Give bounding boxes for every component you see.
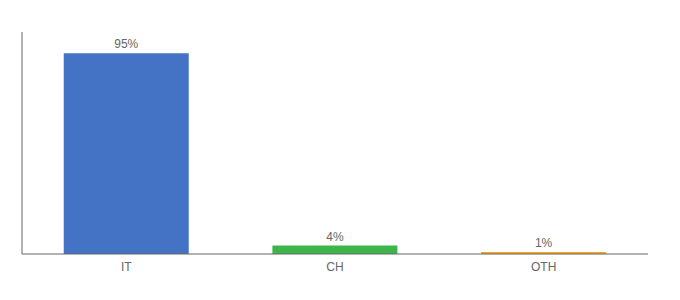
svg-text:CH: CH bbox=[326, 260, 343, 274]
svg-text:95%: 95% bbox=[114, 37, 138, 51]
svg-text:IT: IT bbox=[121, 260, 132, 274]
svg-text:OTH: OTH bbox=[531, 260, 556, 274]
svg-text:1%: 1% bbox=[535, 236, 553, 250]
svg-text:4%: 4% bbox=[326, 230, 344, 244]
